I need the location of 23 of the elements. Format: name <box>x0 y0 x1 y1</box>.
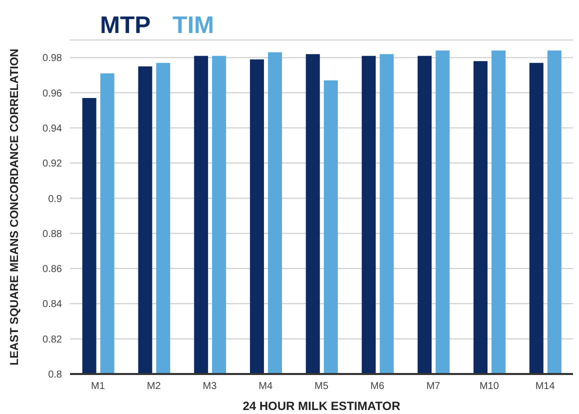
x-tick-label: M3 <box>202 381 218 392</box>
y-tick-label: 0.88 <box>42 228 62 240</box>
y-tick-label: 0.86 <box>42 264 62 276</box>
y-tick-label: 0.84 <box>42 299 62 310</box>
x-tick-label: M10 <box>479 381 500 392</box>
x-axis-title: 24 HOUR MILK ESTIMATOR <box>242 399 401 413</box>
y-tick-label: 0.94 <box>42 123 62 134</box>
x-tick-label: M7 <box>426 381 441 392</box>
y-tick-label: 0.8 <box>48 370 62 381</box>
y-tick-label: 0.96 <box>42 88 62 100</box>
x-tick-label: M5 <box>314 381 329 392</box>
x-tick-label: M14 <box>535 381 556 392</box>
x-tick-label: M4 <box>258 381 273 392</box>
series-label: TIM <box>172 12 214 40</box>
x-tick-label: M2 <box>146 381 162 392</box>
y-axis-title: LEAST SQUARE MEANS CONCORDANCE CORRELATION <box>9 48 22 366</box>
y-tick-label: 0.9 <box>48 194 62 205</box>
x-tick-label: M6 <box>370 381 385 392</box>
y-tick-label: 0.92 <box>42 158 62 170</box>
series-label: MTP <box>100 12 151 40</box>
y-tick-label: 0.82 <box>42 334 62 346</box>
x-tick-label: M1 <box>90 381 106 392</box>
y-tick-label: 0.98 <box>42 53 62 64</box>
